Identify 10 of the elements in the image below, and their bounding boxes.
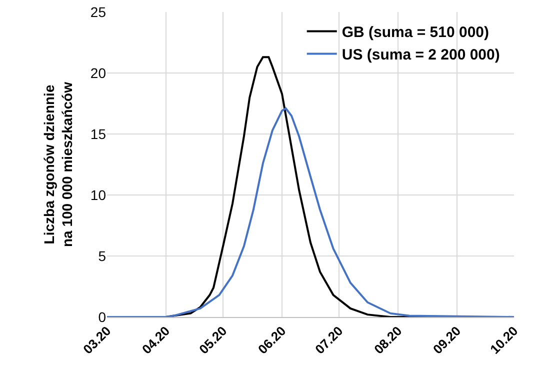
y-tick-label: 0 xyxy=(98,308,106,325)
y-tick-label: 20 xyxy=(90,64,106,81)
y-tick-label: 5 xyxy=(98,248,106,264)
legend-label: GB (suma = 510 000) xyxy=(342,24,490,42)
y-tick-label: 15 xyxy=(90,126,106,142)
y-tick-label: 25 xyxy=(90,4,106,20)
y-tick-label: 10 xyxy=(90,186,106,203)
y-axis-title: Liczba zgonów dziennie na 100 000 mieszkańców xyxy=(40,82,76,247)
legend-label: US (suma = 2 200 000) xyxy=(342,46,500,64)
line-series xyxy=(107,107,514,317)
